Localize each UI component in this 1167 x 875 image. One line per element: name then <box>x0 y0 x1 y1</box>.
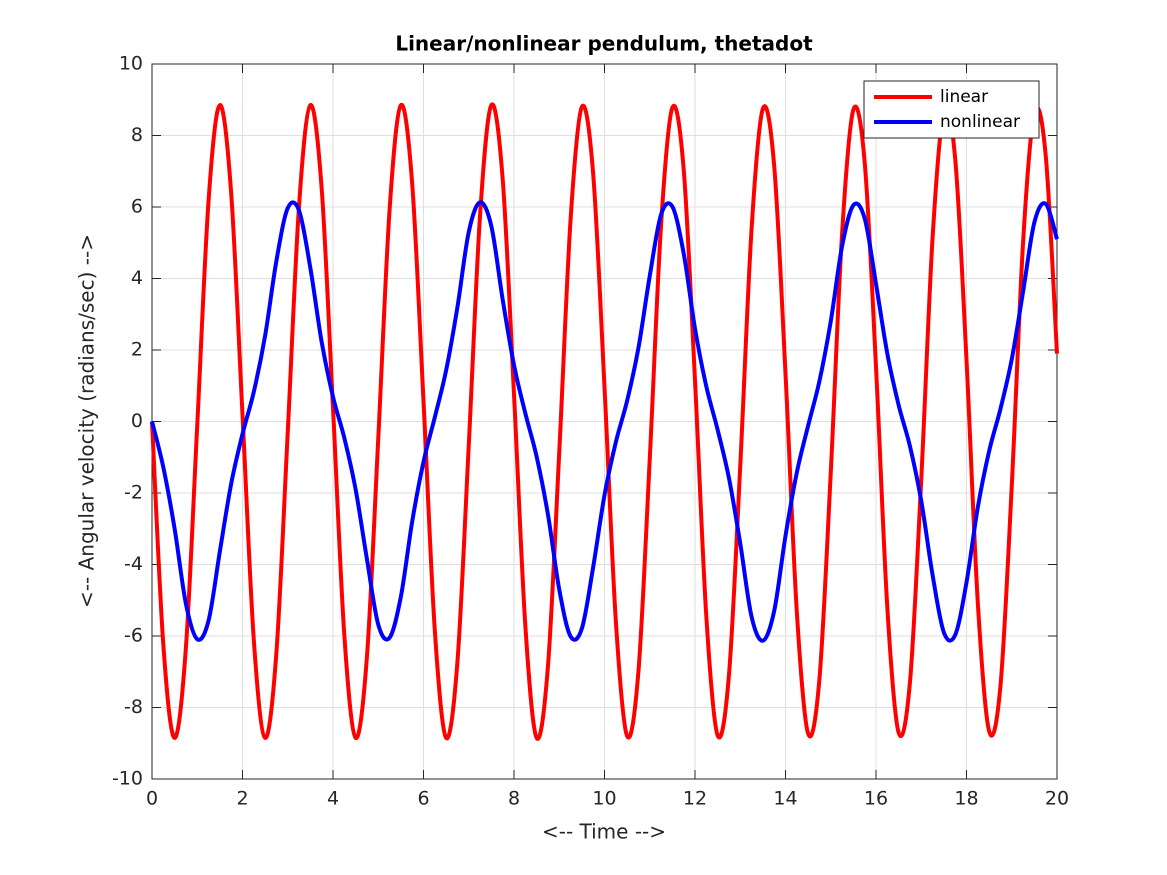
x-tick-label: 0 <box>146 788 158 810</box>
y-tick-label: -8 <box>124 696 143 718</box>
y-tick-label: -2 <box>124 482 143 504</box>
x-tick-label: 14 <box>773 788 797 810</box>
x-tick-label: 12 <box>683 788 707 810</box>
x-tick-label: 2 <box>236 788 248 810</box>
line-series <box>150 102 1059 741</box>
x-tick-label: 16 <box>864 788 888 810</box>
line-series <box>150 200 1059 643</box>
y-tick-label: 8 <box>131 124 143 146</box>
y-tick-label: -6 <box>124 625 143 647</box>
y-tick-label: 4 <box>131 267 143 289</box>
y-tick-label: 6 <box>131 196 143 218</box>
legend-label: nonlinear <box>940 112 1020 132</box>
x-tick-label: 20 <box>1045 788 1069 810</box>
x-tick-label: 4 <box>327 788 339 810</box>
x-tick-label: 8 <box>508 788 520 810</box>
legend-label: linear <box>940 87 988 107</box>
y-axis-label: <-- Angular velocity (radians/sec) --> <box>75 234 99 608</box>
x-tick-label: 10 <box>592 788 616 810</box>
y-tick-label: 2 <box>131 339 143 361</box>
x-axis-label: <-- Time --> <box>542 820 666 844</box>
y-tick-label: -10 <box>112 768 143 790</box>
y-tick-label: -4 <box>124 553 143 575</box>
x-tick-label: 6 <box>417 788 429 810</box>
x-tick-label: 18 <box>954 788 978 810</box>
y-tick-label: 0 <box>131 410 143 432</box>
legend-box <box>863 80 1040 139</box>
y-tick-label: 10 <box>119 53 143 75</box>
chart-title: Linear/nonlinear pendulum, thetadot <box>395 32 813 56</box>
